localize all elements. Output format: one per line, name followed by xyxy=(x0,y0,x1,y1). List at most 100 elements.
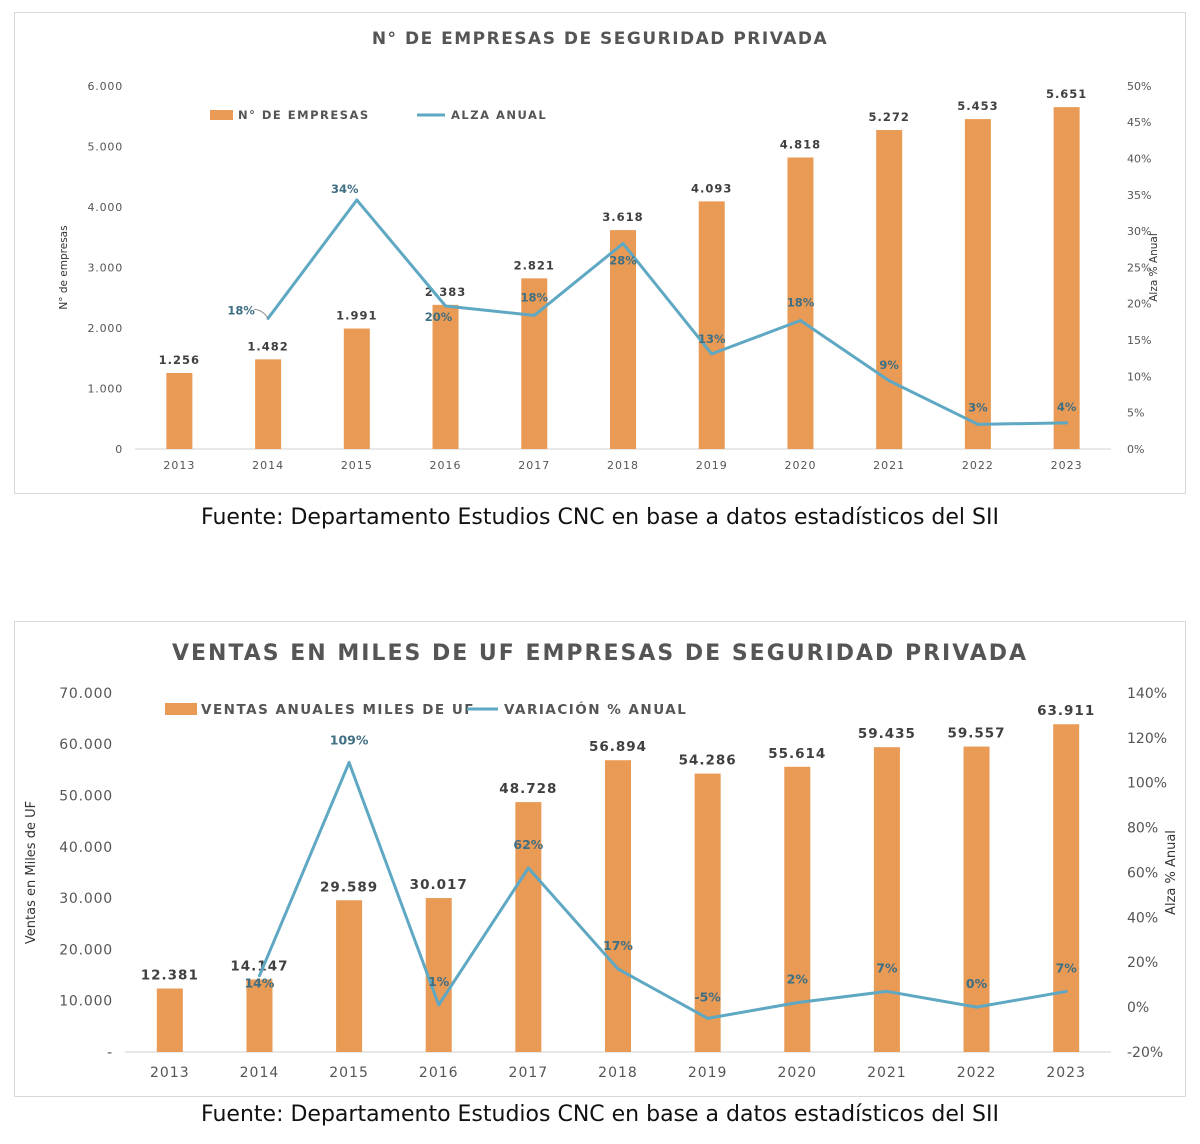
x-tick-label: 2014 xyxy=(240,1065,280,1081)
chart-panel-empresas: N° DE EMPRESAS DE SEGURIDAD PRIVADA 0 1.00… xyxy=(14,12,1186,494)
y-tick-label: 5.000 xyxy=(88,140,124,153)
y-tick-label: 60.000 xyxy=(59,737,113,753)
chart-panel-ventas: VENTAS EN MILES DE UF EMPRESAS DE SEGURI… xyxy=(14,621,1186,1097)
line-point-2015 xyxy=(355,198,359,202)
line-value-label: -5% xyxy=(694,989,721,1004)
line-value-label: 18% xyxy=(787,295,815,309)
y-axis-title: N° de empresas xyxy=(58,225,70,309)
bar-value-label: 54.286 xyxy=(679,753,737,769)
source-note-ventas: Fuente: Departamento Estudios CNC en bas… xyxy=(201,1102,999,1127)
bar-2023 xyxy=(1053,724,1080,1052)
bar-2023 xyxy=(1053,107,1080,449)
line-point-2022 xyxy=(976,422,980,426)
x-tick-label: 2017 xyxy=(518,459,550,472)
line-value-label: 34% xyxy=(331,182,359,196)
line-point-2022 xyxy=(975,1005,979,1009)
x-tick-label: 2021 xyxy=(873,459,905,472)
bar-value-label: 4.818 xyxy=(780,138,821,152)
line-point-2016 xyxy=(437,1003,441,1007)
bar-2020 xyxy=(784,766,811,1052)
line-point-2023 xyxy=(1065,421,1069,425)
line-value-label: 18% xyxy=(227,303,255,317)
line-series-alza xyxy=(266,198,1067,426)
x-tick-label: 2020 xyxy=(777,1065,817,1081)
y-tick-label: 2.000 xyxy=(88,322,124,335)
bar-value-label: 3.618 xyxy=(602,210,643,224)
y2-tick-label: 20% xyxy=(1127,298,1151,311)
line-value-label: 4% xyxy=(1057,400,1077,414)
bar-2019 xyxy=(698,201,725,449)
bar-value-label: 5.651 xyxy=(1046,87,1087,101)
y-tick-label: 70.000 xyxy=(59,686,113,702)
line-value-label: 0% xyxy=(966,976,988,991)
chart-ventas: VENTAS EN MILES DE UF EMPRESAS DE SEGURI… xyxy=(24,641,1179,1081)
bar-2018 xyxy=(610,230,636,449)
y2-tick-label: 25% xyxy=(1127,261,1151,274)
bar-2013 xyxy=(156,988,183,1052)
y2-tick-label: 0% xyxy=(1127,1000,1149,1016)
y-axis-title: Ventas en Miles de UF xyxy=(24,801,39,944)
chart-title: N° DE EMPRESAS DE SEGURIDAD PRIVADA xyxy=(372,29,828,49)
line-point-2016 xyxy=(444,304,448,308)
line-value-label: 18% xyxy=(521,290,549,304)
bar-value-label: 55.614 xyxy=(768,746,826,762)
leader-line xyxy=(254,308,269,319)
line-point-2015 xyxy=(347,761,351,765)
y2-tick-label: 15% xyxy=(1127,334,1151,347)
bar-value-label: 1.991 xyxy=(336,309,377,323)
line-point-2019 xyxy=(706,1016,710,1020)
x-tick-label: 2015 xyxy=(329,1065,369,1081)
bar-value-label: 1.256 xyxy=(159,353,200,367)
line-value-label: 62% xyxy=(513,837,543,852)
line-series-alza xyxy=(258,761,1067,1020)
bar-2022 xyxy=(964,119,991,449)
line-point-2020 xyxy=(798,318,802,322)
bar-value-label: 1.482 xyxy=(247,339,288,353)
x-tick-label: 2015 xyxy=(341,459,373,472)
x-tick-label: 2018 xyxy=(598,1065,638,1081)
bar-value-label: 30.017 xyxy=(410,877,468,893)
y-tick-label: 30.000 xyxy=(59,891,113,907)
line-point-2019 xyxy=(710,352,714,356)
bar-value-label: 5.453 xyxy=(957,99,998,113)
y2-tick-label: 45% xyxy=(1127,116,1151,129)
bar-2020 xyxy=(787,157,814,450)
line-value-label: 9% xyxy=(879,358,899,372)
x-tick-label: 2023 xyxy=(1051,459,1083,472)
line-value-label: 13% xyxy=(698,332,726,346)
line-point-2023 xyxy=(1064,989,1068,993)
y-tick-label: 3.000 xyxy=(88,261,124,274)
line-point-2021 xyxy=(885,989,889,993)
line-value-label: 14% xyxy=(244,976,274,991)
y2-tick-label: 60% xyxy=(1127,865,1158,881)
bar-2015 xyxy=(336,900,363,1052)
y2-tick-label: 140% xyxy=(1127,686,1167,702)
bar-value-label: 59.557 xyxy=(947,726,1005,742)
bar-value-label: 14.147 xyxy=(230,958,288,974)
legend-label-line: ALZA ANUAL xyxy=(451,108,547,122)
bar-2017 xyxy=(515,802,542,1052)
line-value-label: 7% xyxy=(876,960,898,975)
line-value-label: 3% xyxy=(968,400,988,414)
bar-value-label: 63.911 xyxy=(1037,703,1095,719)
y2-tick-label: 10% xyxy=(1127,370,1151,383)
legend-label-bar: VENTAS ANUALES MILES DE UF xyxy=(201,702,475,718)
y-tick-label: - xyxy=(107,1045,113,1061)
bar-2015 xyxy=(343,328,370,449)
line-value-label: 7% xyxy=(1056,960,1078,975)
bar-value-label: 29.589 xyxy=(320,879,378,895)
bar-2016 xyxy=(432,304,459,449)
y2-axis-title: Alza % Anual xyxy=(1164,830,1179,915)
bar-value-label: 48.728 xyxy=(499,781,557,797)
y2-axis-title: Alza % Anual xyxy=(1148,233,1160,302)
y2-tick-label: -20% xyxy=(1127,1045,1163,1061)
bar-2014 xyxy=(255,359,282,449)
x-tick-label: 2013 xyxy=(163,459,195,472)
line-value-label: 28% xyxy=(609,254,637,268)
line-point-2020 xyxy=(795,1001,799,1005)
bar-value-label: 2.821 xyxy=(514,258,555,272)
line-point-2021 xyxy=(887,379,891,383)
line-point-2018 xyxy=(621,242,625,246)
y-tick-label: 10.000 xyxy=(59,994,113,1010)
legend-swatch-bar xyxy=(165,703,197,715)
